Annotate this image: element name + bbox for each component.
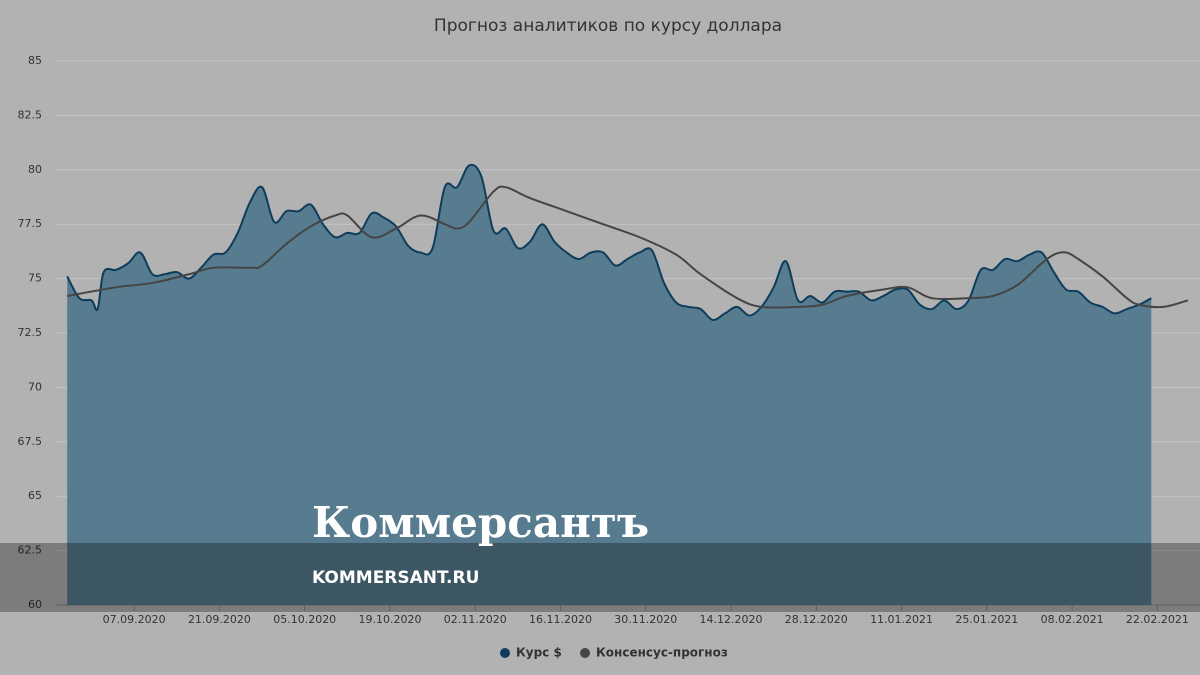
legend-marker [580, 648, 590, 658]
y-tick-label: 67.5 [18, 435, 43, 448]
watermark-logo: Коммерсантъ [312, 498, 649, 547]
x-tick-label: 11.01.2021 [870, 613, 933, 626]
legend-label: Консенсус-прогноз [596, 646, 728, 660]
y-tick-label: 60 [28, 598, 42, 611]
y-tick-label: 65 [28, 489, 42, 502]
line [67, 185, 1189, 309]
y-tick-label: 70 [28, 380, 42, 393]
area [67, 164, 1152, 605]
y-tick-label: 72.5 [18, 326, 43, 339]
y-tick-label: 80 [28, 163, 42, 176]
x-tick-label: 21.09.2020 [188, 613, 251, 626]
x-tick-label: 30.11.2020 [614, 613, 677, 626]
watermark-url: KOMMERSANT.RU [312, 568, 479, 588]
line [66, 163, 1152, 321]
x-tick-label: 16.11.2020 [529, 613, 592, 626]
x-tick-label: 22.02.2021 [1126, 613, 1189, 626]
x-tick-label: 07.09.2020 [103, 613, 166, 626]
x-tick-label: 08.02.2021 [1041, 613, 1104, 626]
chart-title: Прогноз аналитиков по курсу доллара [434, 16, 782, 36]
y-tick-label: 85 [28, 54, 42, 67]
x-tick-label: 25.01.2021 [955, 613, 1018, 626]
y-tick-label: 77.5 [18, 217, 43, 230]
x-tick-label: 19.10.2020 [358, 613, 421, 626]
x-tick-label: 14.12.2020 [700, 613, 763, 626]
legend-label: Курс $ [516, 646, 562, 660]
x-tick-label: 28.12.2020 [785, 613, 848, 626]
x-tick-label: 02.11.2020 [444, 613, 507, 626]
x-tick-label: 05.10.2020 [273, 613, 336, 626]
watermark-band [0, 543, 1200, 612]
y-tick-label: 82.5 [18, 108, 43, 121]
y-tick-label: 75 [28, 272, 42, 285]
plot: 60 62.5 65 67.5 70 72.5 75 77.5 80 82.5 85 07.09.20… [18, 54, 1200, 626]
legend-marker [500, 648, 510, 658]
legend: Курс $ Консенсус-прогноз [500, 646, 728, 660]
y-tick-label: 62.5 [18, 544, 43, 557]
